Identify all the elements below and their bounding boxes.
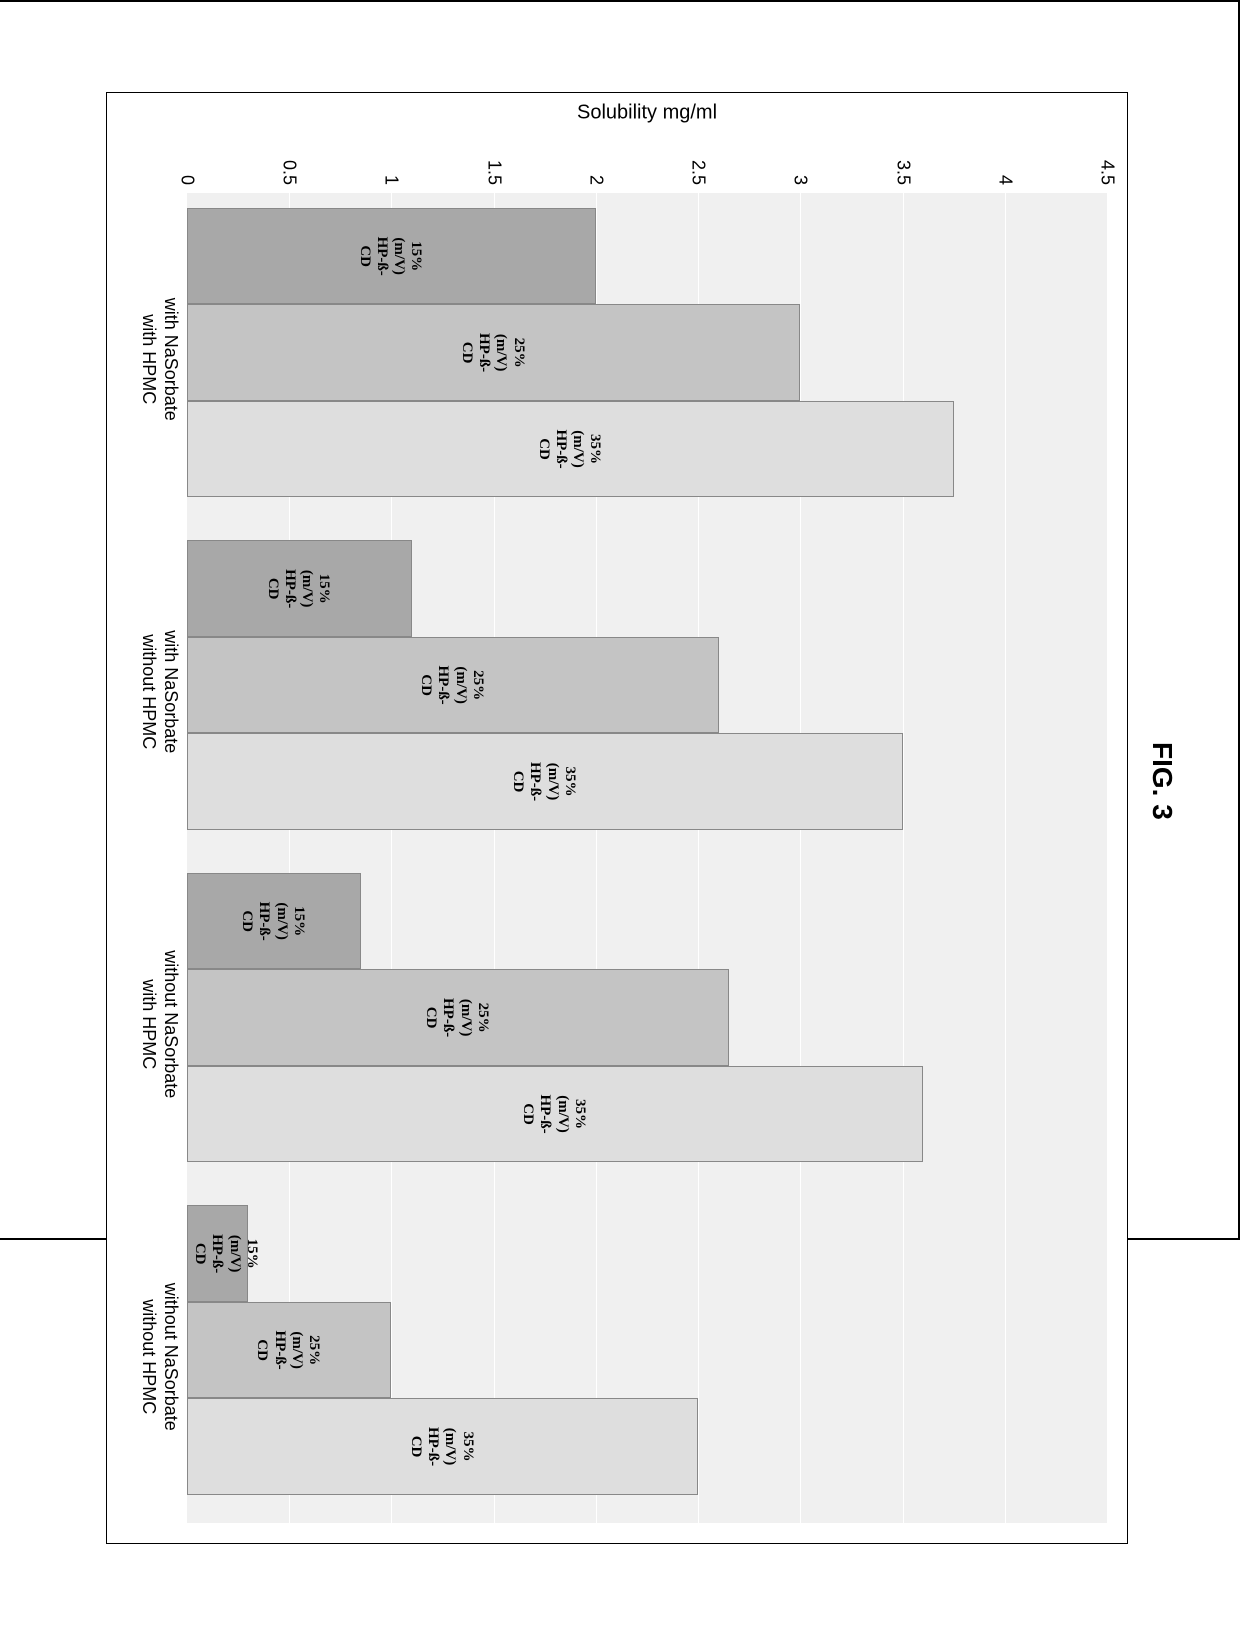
landscape-wrap: FIG. 3 00.511.522.533.544.515%(m/V)HP-ß-…: [0, 2, 1238, 1631]
y-tick-label: 4: [994, 175, 1015, 193]
bar-35: [187, 1066, 923, 1162]
bar-15: [187, 540, 412, 636]
gridline: [903, 193, 904, 1523]
y-tick-label: 2: [585, 175, 606, 193]
gridline: [1005, 193, 1006, 1523]
chart-outer-box: 00.511.522.533.544.515%(m/V)HP-ß-CD25%(m…: [106, 92, 1128, 1544]
y-tick-label: 2.5: [688, 160, 709, 193]
bar-35: [187, 401, 954, 497]
y-tick-label: 4.5: [1097, 160, 1118, 193]
bar-15: [187, 1205, 248, 1301]
y-tick-label: 1: [381, 175, 402, 193]
group-label: without NaSorbatewith HPMC: [138, 858, 187, 1191]
bar-25: [187, 1302, 391, 1398]
y-tick-label: 3: [790, 175, 811, 193]
bar-15: [187, 873, 361, 969]
bar-25: [187, 304, 800, 400]
plot-area: 00.511.522.533.544.515%(m/V)HP-ß-CD25%(m…: [187, 193, 1107, 1523]
y-tick-label: 0.5: [279, 160, 300, 193]
bar-25: [187, 637, 719, 733]
y-tick-label: 1.5: [483, 160, 504, 193]
y-axis-label: Solubility mg/ml: [577, 102, 717, 125]
group-label: with NaSorbatewith HPMC: [138, 193, 187, 526]
gridline: [800, 193, 801, 1523]
bar-25: [187, 969, 729, 1065]
group-label: with NaSorbatewithout HPMC: [138, 526, 187, 859]
y-tick-label: 0: [177, 175, 198, 193]
figure-title: FIG. 3: [1146, 742, 1178, 820]
gridline: [1107, 193, 1108, 1523]
y-tick-label: 3.5: [892, 160, 913, 193]
group-label: without NaSorbatewithout HPMC: [138, 1191, 187, 1524]
bar-35: [187, 733, 903, 829]
bar-35: [187, 1398, 698, 1494]
bar-15: [187, 208, 596, 304]
page-frame: FIG. 3 00.511.522.533.544.515%(m/V)HP-ß-…: [0, 0, 1240, 1240]
